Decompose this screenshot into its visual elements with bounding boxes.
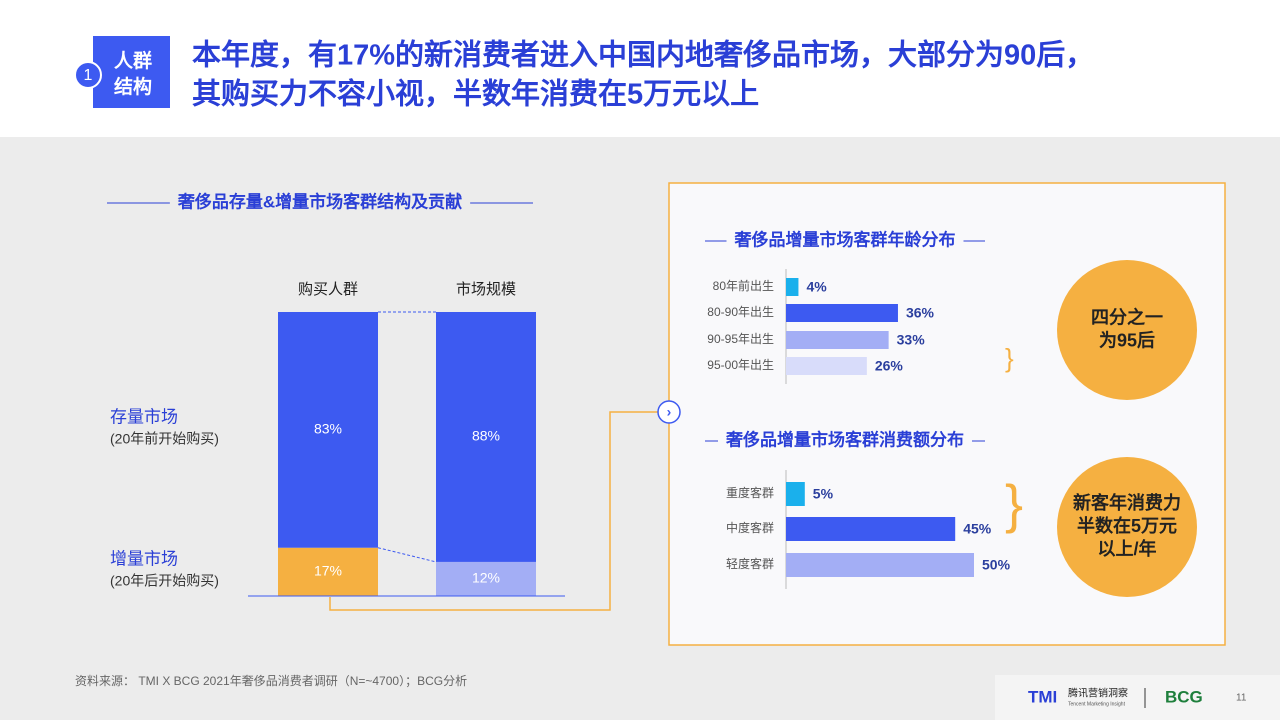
series-name: 增量市场	[110, 549, 178, 568]
category-label: 中度客群	[726, 520, 774, 535]
slide-title: 本年度，有17%的新消费者进入中国内地奢侈品市场，大部分为90后，	[192, 38, 1094, 72]
brace: }	[1005, 343, 1014, 373]
bar-segment	[436, 561, 536, 596]
bar-segment	[436, 312, 536, 562]
category-label: 市场规模	[456, 281, 516, 298]
badge-number: 1	[84, 67, 93, 84]
callout-text: 为95后	[1099, 329, 1155, 350]
header-band	[0, 0, 1280, 137]
value-label: 83%	[314, 421, 342, 437]
partner-logo: BCG	[1165, 687, 1203, 706]
badge-text: 结构	[114, 75, 152, 98]
callout-text: 半数在5万元	[1077, 515, 1177, 536]
bar	[786, 517, 956, 541]
value-label: 12%	[472, 570, 500, 586]
slide-title: 其购买力不容小视，半数年消费在5万元以上	[192, 77, 759, 111]
series-name: 存量市场	[110, 407, 178, 426]
value-label: 17%	[314, 563, 342, 579]
callout-text: 四分之一	[1091, 306, 1163, 327]
value-label: 45%	[963, 521, 992, 537]
series-description: (20年前开始购买)	[110, 431, 219, 447]
bar	[786, 357, 867, 375]
value-label: 33%	[897, 332, 926, 348]
logo-en: Tencent Marketing Insight	[1068, 701, 1126, 707]
source: 资料来源： TMI X BCG 2021年奢侈品消费者调研（N=~4700）；B…	[75, 674, 467, 688]
badge-text: 人群	[114, 49, 152, 72]
callout-text: 以上/年	[1097, 538, 1156, 559]
bar	[786, 553, 974, 577]
bar	[786, 278, 799, 296]
chart-title: 奢侈品存量&增量市场客群结构及贡献	[177, 191, 462, 211]
category-label: 95-00年出生	[707, 358, 774, 372]
connector-arrow	[657, 400, 681, 424]
category-label: 90-95年出生	[707, 332, 774, 346]
badge-circle	[74, 61, 102, 89]
value-label: 50%	[982, 557, 1011, 573]
callout-circle	[1057, 457, 1197, 597]
bar	[786, 482, 805, 506]
category-label: 轻度客群	[726, 556, 774, 571]
bar	[786, 331, 889, 349]
callout-text: 新客年消费力	[1073, 492, 1181, 513]
badge	[93, 36, 170, 108]
value-label: 4%	[806, 279, 827, 295]
series-description: (20年后开始购买)	[110, 573, 219, 589]
bar-segment	[278, 547, 378, 596]
connector-arrow: ›	[667, 404, 672, 420]
bar-segment	[278, 312, 378, 548]
bar	[786, 304, 898, 322]
value-label: 36%	[906, 305, 935, 321]
value-label: 5%	[813, 486, 834, 502]
logo-area	[995, 675, 1280, 720]
category-label: 重度客群	[726, 485, 774, 500]
value-label: 26%	[875, 358, 904, 374]
category-label: 80年前出生	[713, 278, 774, 293]
logo-mark: TMI	[1028, 687, 1057, 706]
chart-title: 奢侈品增量市场客群年龄分布	[734, 229, 956, 249]
chart-title: 奢侈品增量市场客群消费额分布	[725, 429, 964, 449]
category-label: 购买人群	[298, 281, 358, 298]
value-label: 88%	[472, 428, 500, 444]
brace: }	[1005, 474, 1023, 534]
page-number: 11	[1236, 693, 1247, 704]
logo-cn: 腾讯营销洞察	[1068, 687, 1128, 700]
connector	[329, 411, 658, 611]
category-label: 80-90年出生	[707, 305, 774, 319]
callout-circle	[1057, 260, 1197, 400]
